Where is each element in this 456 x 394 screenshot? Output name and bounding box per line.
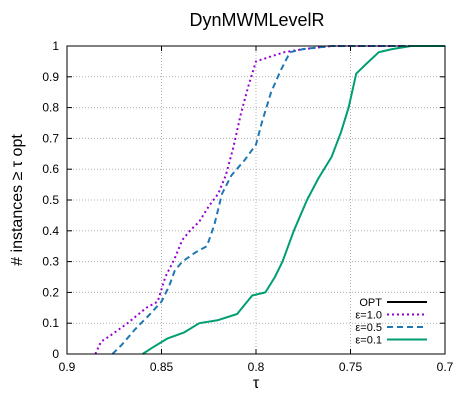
series-line-3 bbox=[142, 45, 445, 355]
x-tick-label: 0.8 bbox=[248, 360, 265, 374]
series-line-1 bbox=[94, 45, 445, 355]
y-tick-label: 1 bbox=[52, 39, 59, 53]
legend-label: ε=0.5 bbox=[355, 322, 382, 334]
y-tick-label: 0.3 bbox=[42, 255, 59, 269]
x-tick-label: 0.85 bbox=[150, 360, 174, 374]
y-tick-label: 0.7 bbox=[42, 131, 59, 145]
y-tick-label: 0.1 bbox=[42, 316, 59, 330]
legend-label: OPT bbox=[359, 297, 382, 309]
y-tick-label: 0.5 bbox=[42, 193, 59, 207]
y-tick-label: 0.6 bbox=[42, 162, 59, 176]
x-tick-label: 0.9 bbox=[59, 360, 76, 374]
plot-frame bbox=[66, 45, 446, 355]
grid-lines bbox=[67, 46, 445, 354]
y-tick-label: 0.4 bbox=[42, 224, 59, 238]
y-tick-label: 0 bbox=[52, 347, 59, 361]
plot-series bbox=[94, 45, 445, 355]
legend-label: ε=0.1 bbox=[355, 335, 382, 347]
chart-title: DynMWMLevelR bbox=[189, 10, 324, 30]
series-line-2 bbox=[111, 45, 445, 355]
axis-ticks: 0.9 0.85 0.8 0.75 0.7 0 0.1 0.2 0.3 0.4 0.5 0.6 0.7 0… bbox=[42, 39, 453, 374]
x-tick-label: 0.75 bbox=[339, 360, 363, 374]
legend-label: ε=1.0 bbox=[355, 310, 382, 322]
x-axis-label: τ bbox=[253, 375, 260, 392]
y-tick-label: 0.2 bbox=[42, 285, 59, 299]
y-tick-label: 0.8 bbox=[42, 101, 59, 115]
y-axis-label: # instances ≥ τ opt bbox=[9, 134, 26, 266]
y-tick-label: 0.9 bbox=[42, 70, 59, 84]
x-tick-label: 0.7 bbox=[437, 360, 454, 374]
